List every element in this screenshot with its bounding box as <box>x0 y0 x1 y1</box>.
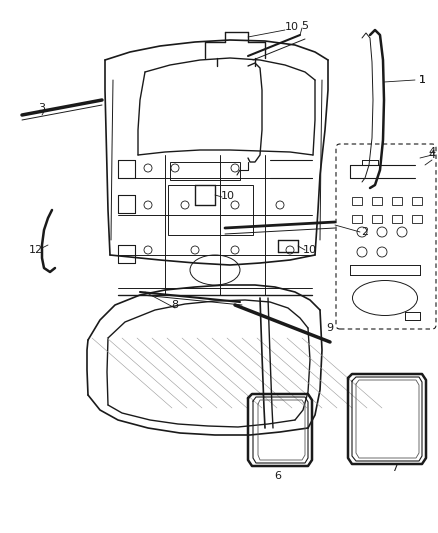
Text: 12: 12 <box>29 245 43 255</box>
Text: 9: 9 <box>326 323 334 333</box>
Text: 6: 6 <box>275 471 282 481</box>
Text: 7: 7 <box>392 463 399 473</box>
Text: 3: 3 <box>39 103 46 113</box>
Text: 8: 8 <box>171 300 179 310</box>
Text: 10: 10 <box>221 191 235 201</box>
Text: 5: 5 <box>301 21 308 31</box>
Text: 4: 4 <box>428 147 435 157</box>
Text: 4: 4 <box>428 150 435 160</box>
Text: 10: 10 <box>285 22 299 32</box>
Text: 10: 10 <box>303 245 317 255</box>
Text: 2: 2 <box>361 227 368 237</box>
Text: 1: 1 <box>418 75 425 85</box>
Text: 1: 1 <box>418 75 425 85</box>
